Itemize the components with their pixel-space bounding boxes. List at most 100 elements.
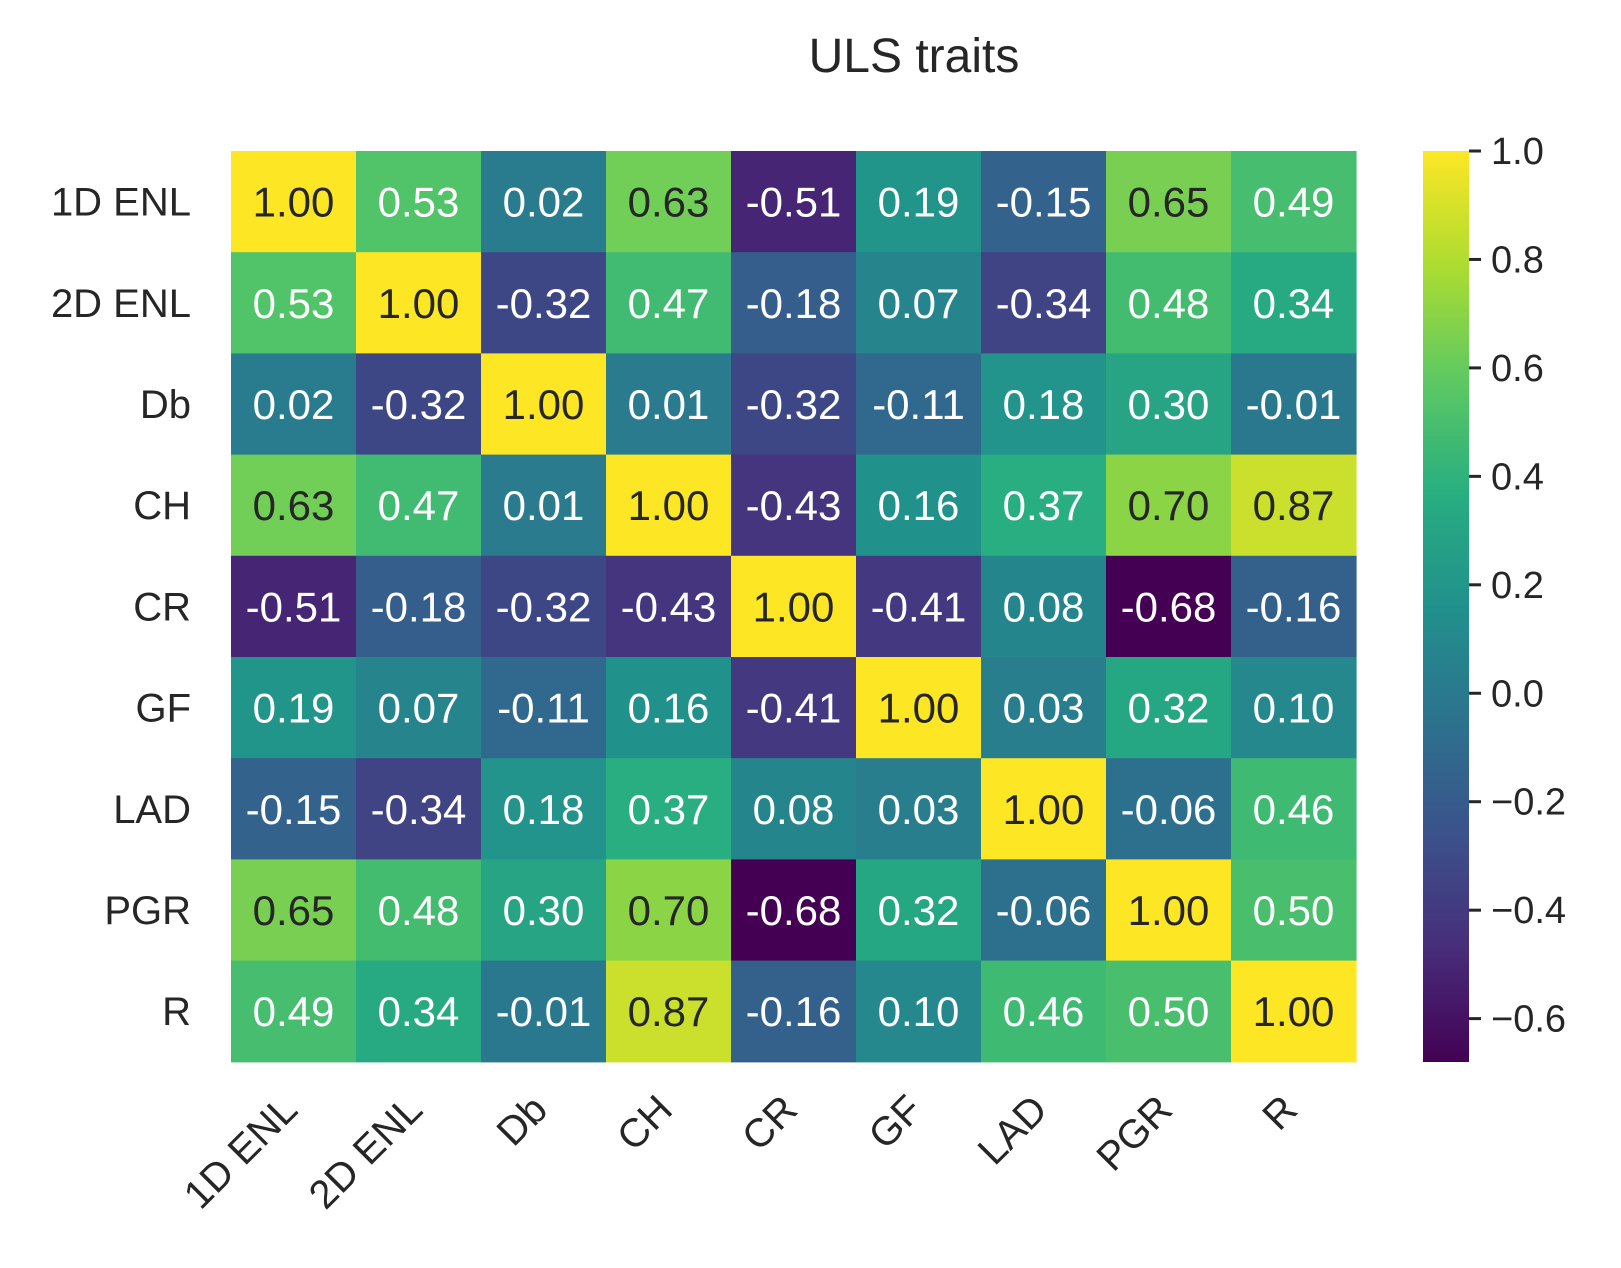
column-label: GF [860,1087,930,1157]
cell-value-label: -0.32 [371,381,467,428]
heatmap-cell [1106,454,1232,557]
column-label: CR [734,1087,806,1159]
heatmap-cell [1231,758,1357,860]
heatmap-cell [981,151,1107,253]
heatmap-cell [981,758,1107,860]
heatmap-cell [356,758,482,860]
heatmap-cell [856,555,982,658]
column-label: R [1254,1087,1306,1139]
heatmap-cell [731,252,857,354]
cell-value-label: 0.03 [878,786,960,833]
cell-value-label: 1.00 [1253,988,1335,1035]
heatmap-cell [481,252,607,354]
heatmap-cell [1106,252,1232,354]
colorbar-tick-label: −0.2 [1491,782,1566,824]
column-label: PGR [1088,1087,1180,1179]
cell-value-label: 0.34 [1253,280,1335,327]
heatmap-cell [606,657,732,759]
heatmap-cell [231,151,357,253]
row-label: CR [133,585,191,629]
cell-value-label: 0.01 [503,482,585,529]
colorbar-gradient [1423,151,1469,1062]
colorbar-tick-label: −0.4 [1491,890,1566,932]
cell-value-label: 1.00 [753,583,835,630]
cell-value-label: -0.06 [996,887,1092,934]
heatmap-cell [1106,657,1232,759]
heatmap-cell [1231,555,1357,658]
colorbar-tick-label: 1.0 [1491,131,1544,173]
colorbar: 1.0 0.8 0.6 0.4 0.2 0.0 −0.2 −0.4 −0.6 [1423,131,1566,1062]
cell-value-label: 1.00 [878,685,960,732]
chart-title: ULS traits [809,30,1020,83]
column-label: CH [609,1087,681,1159]
heatmap-cell [481,960,607,1063]
cell-value-label: 0.47 [378,482,460,529]
cell-value-label: 0.07 [878,280,960,327]
column-label: 2D ENL [301,1087,431,1217]
cell-value-label: 0.16 [628,685,710,732]
cell-value-label: 0.08 [753,786,835,833]
cell-value-label: 0.19 [253,685,335,732]
cell-value-label: 0.37 [628,786,710,833]
cell-value-label: -0.16 [746,988,842,1035]
heatmap-cell [231,859,357,962]
heatmap-cell [981,859,1107,962]
heatmap-cell [981,252,1107,354]
heatmap-cell [731,353,857,456]
cell-value-label: 0.65 [253,887,335,934]
cell-value-label: -0.41 [871,583,967,630]
heatmap-cell [856,252,982,354]
heatmap-cell [606,555,732,658]
heatmap-cell [1106,960,1232,1063]
cell-value-label: -0.32 [496,583,592,630]
heatmap-cell [1231,657,1357,759]
cell-value-label: 0.70 [628,887,710,934]
heatmap-cell [481,657,607,759]
cell-value-label: -0.11 [497,685,590,732]
colorbar-tick-label: 0.4 [1491,456,1544,498]
heatmap-cell [1106,758,1232,860]
cell-value-label: -0.43 [746,482,842,529]
heatmap-cell [356,454,482,557]
cell-value-label: -0.11 [872,381,965,428]
cell-value-label: 0.02 [253,381,335,428]
cell-value-label: 0.32 [1128,685,1210,732]
heatmap-cell [731,960,857,1063]
cell-value-label: 0.46 [1003,988,1085,1035]
cell-value-label: 0.32 [878,887,960,934]
colorbar-tick-label: 0.2 [1491,565,1544,607]
row-labels: 1D ENL 2D ENL Db CH CR GF LAD PGR R [51,181,191,1035]
heatmap-cell [356,353,482,456]
cell-value-label: 0.63 [628,179,710,226]
cell-value-label: 0.50 [1253,887,1335,934]
colorbar-tick-label: −0.6 [1491,999,1566,1041]
cell-value-label: -0.68 [746,887,842,934]
cell-value-label: -0.32 [496,280,592,327]
cell-value-label: 0.47 [628,280,710,327]
heatmap-cell [731,657,857,759]
colorbar-ticks: 1.0 0.8 0.6 0.4 0.2 0.0 −0.2 −0.4 −0.6 [1469,131,1566,1041]
heatmap-cell [231,252,357,354]
heatmap-cell [231,555,357,658]
heatmap-cell [606,151,732,253]
cell-value-label: 0.70 [1128,482,1210,529]
heatmap-cell [856,151,982,253]
row-label: R [162,990,191,1034]
cell-value-label: 1.00 [628,482,710,529]
heatmap-cell [856,859,982,962]
cell-value-label: -0.43 [621,583,717,630]
heatmap-cell [356,151,482,253]
cell-value-label: -0.34 [371,786,467,833]
heatmap-cell [356,252,482,354]
heatmap-cell [981,555,1107,658]
cell-value-label: 0.01 [628,381,710,428]
row-label: 1D ENL [51,181,191,225]
heatmap-cell [356,555,482,658]
heatmap-cell [481,151,607,253]
heatmap-cell [481,555,607,658]
column-label: Db [489,1087,556,1154]
row-label: Db [140,383,191,427]
heatmap-cell [481,859,607,962]
